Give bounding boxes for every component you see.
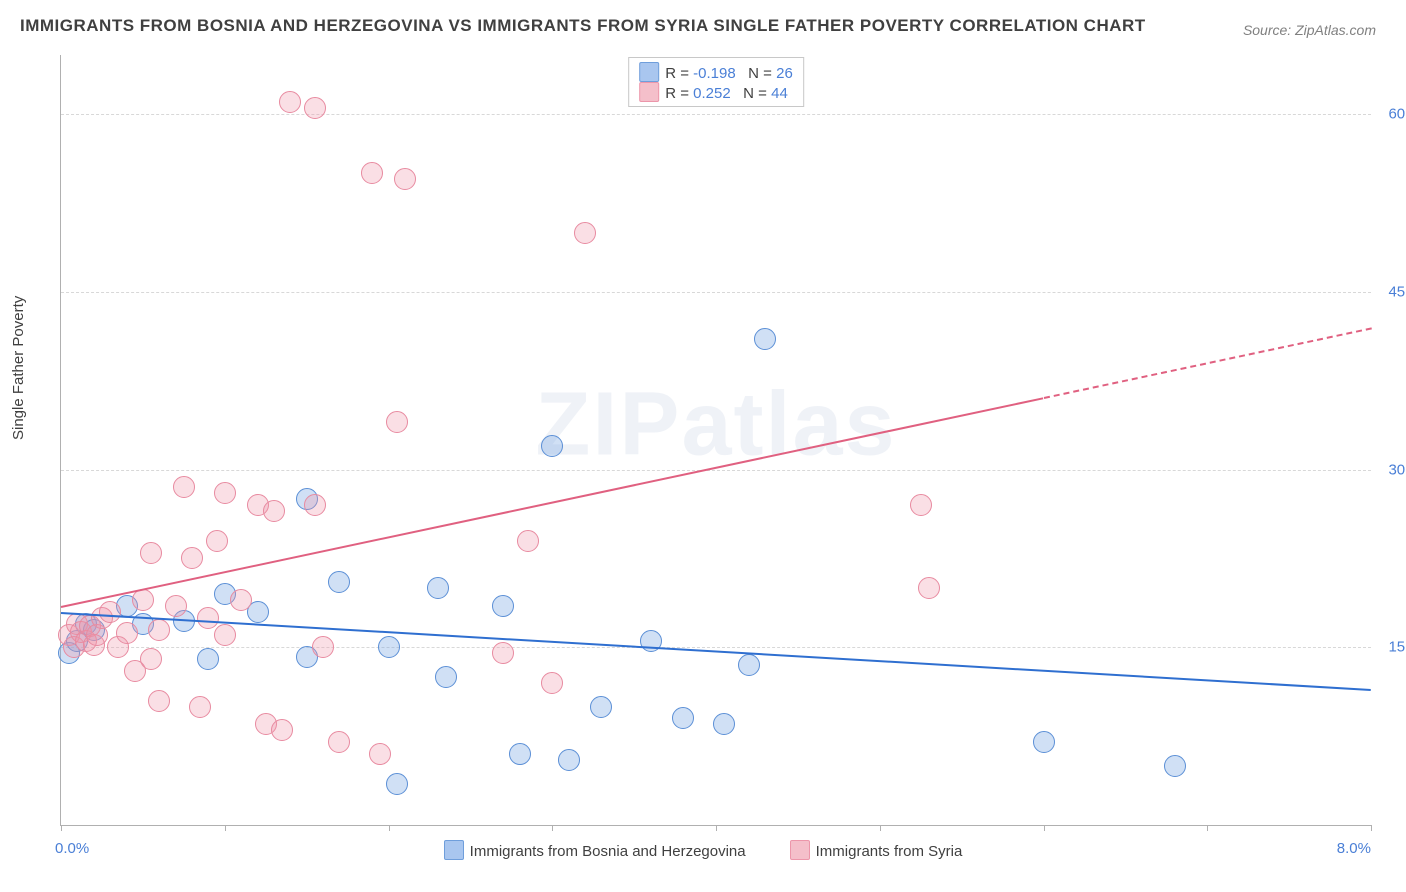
x-tick (1044, 825, 1045, 831)
x-tick (61, 825, 62, 831)
scatter-point (165, 595, 187, 617)
scatter-point (1033, 731, 1055, 753)
trend-line (61, 397, 1044, 608)
scatter-point (910, 494, 932, 516)
scatter-point (197, 607, 219, 629)
scatter-point (435, 666, 457, 688)
series-legend: Immigrants from Bosnia and Herzegovina Im… (0, 840, 1406, 860)
scatter-point (386, 411, 408, 433)
scatter-point (271, 719, 293, 741)
scatter-point (189, 696, 211, 718)
scatter-point (369, 743, 391, 765)
scatter-point (312, 636, 334, 658)
x-tick (716, 825, 717, 831)
x-tick (1207, 825, 1208, 831)
scatter-point (304, 494, 326, 516)
chart-title: IMMIGRANTS FROM BOSNIA AND HERZEGOVINA V… (20, 16, 1146, 36)
gridline (61, 114, 1371, 115)
scatter-point (197, 648, 219, 670)
scatter-point (558, 749, 580, 771)
scatter-point (517, 530, 539, 552)
scatter-point (173, 476, 195, 498)
scatter-point (361, 162, 383, 184)
scatter-point (754, 328, 776, 350)
scatter-point (328, 731, 350, 753)
x-tick (389, 825, 390, 831)
scatter-point (574, 222, 596, 244)
gridline (61, 292, 1371, 293)
scatter-point (541, 672, 563, 694)
scatter-point (918, 577, 940, 599)
scatter-point (99, 601, 121, 623)
scatter-point (263, 500, 285, 522)
x-tick (880, 825, 881, 831)
watermark: ZIPatlas (535, 373, 896, 476)
scatter-point (328, 571, 350, 593)
scatter-point (713, 713, 735, 735)
scatter-point (509, 743, 531, 765)
scatter-point (738, 654, 760, 676)
scatter-point (206, 530, 228, 552)
y-axis-label: Single Father Poverty (10, 296, 27, 440)
scatter-point (279, 91, 301, 113)
scatter-point (181, 547, 203, 569)
scatter-point (492, 595, 514, 617)
scatter-point (378, 636, 400, 658)
gridline (61, 647, 1371, 648)
gridline (61, 470, 1371, 471)
scatter-point (148, 690, 170, 712)
y-tick-label: 15.0% (1376, 639, 1406, 656)
scatter-point (230, 589, 252, 611)
scatter-point (214, 482, 236, 504)
legend-row: R = 0.252 N = 44 (639, 82, 793, 102)
scatter-point (214, 624, 236, 646)
scatter-point (394, 168, 416, 190)
scatter-point (1164, 755, 1186, 777)
trend-line (61, 612, 1371, 691)
x-tick (1371, 825, 1372, 831)
scatter-point (672, 707, 694, 729)
y-tick-label: 60.0% (1376, 106, 1406, 123)
x-tick (225, 825, 226, 831)
plot-area: ZIPatlas R = -0.198 N = 26R = 0.252 N = … (60, 55, 1371, 826)
chart-source: Source: ZipAtlas.com (1243, 22, 1376, 38)
scatter-point (427, 577, 449, 599)
scatter-point (541, 435, 563, 457)
scatter-point (304, 97, 326, 119)
correlation-legend: R = -0.198 N = 26R = 0.252 N = 44 (628, 57, 804, 107)
scatter-point (386, 773, 408, 795)
y-tick-label: 30.0% (1376, 461, 1406, 478)
x-tick (552, 825, 553, 831)
scatter-point (140, 542, 162, 564)
scatter-point (116, 622, 138, 644)
legend-row: R = -0.198 N = 26 (639, 62, 793, 82)
scatter-point (492, 642, 514, 664)
scatter-point (140, 648, 162, 670)
trend-line (1043, 327, 1371, 399)
scatter-point (590, 696, 612, 718)
y-tick-label: 45.0% (1376, 283, 1406, 300)
legend-item: Immigrants from Syria (790, 840, 963, 860)
legend-item: Immigrants from Bosnia and Herzegovina (444, 840, 746, 860)
scatter-point (148, 619, 170, 641)
